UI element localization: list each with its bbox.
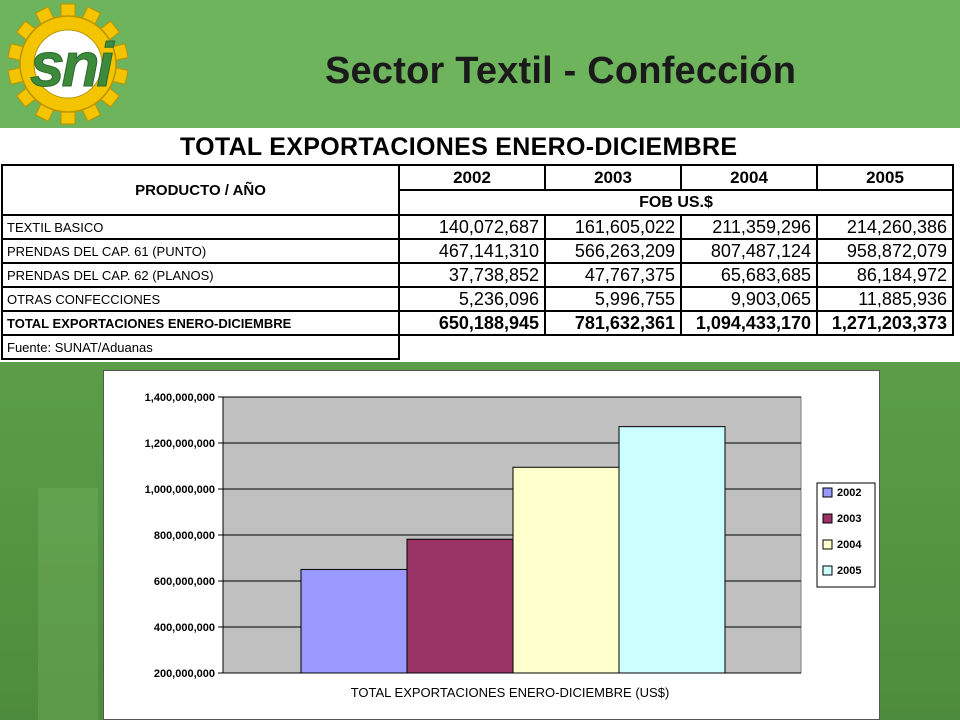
header-unit: FOB US.$	[398, 189, 954, 216]
row-value: 86,184,972	[816, 262, 954, 288]
bar-2005	[618, 426, 726, 674]
sni-logo: sni	[7, 3, 129, 125]
table-unit-row: FOB US.$	[2, 189, 954, 216]
row-value: 9,903,065	[680, 286, 818, 312]
table-row: PRENDAS DEL CAP. 61 (PUNTO) 467,141,310 …	[1, 238, 954, 264]
header-year: 2002	[398, 164, 546, 191]
header-year: 2003	[544, 164, 682, 191]
y-tick-label: 200,000,000	[154, 668, 215, 680]
row-value: 47,767,375	[544, 262, 682, 288]
total-value: 1,094,433,170	[680, 310, 818, 336]
total-value: 781,632,361	[544, 310, 682, 336]
total-value: 1,271,203,373	[816, 310, 954, 336]
row-value: 37,738,852	[398, 262, 546, 288]
table-source-row: Fuente: SUNAT/Aduanas	[1, 334, 954, 360]
table-row: TEXTIL BASICO 140,072,687 161,605,022 21…	[1, 214, 954, 240]
exports-table: PRODUCTO / AÑO 2002 2003 2004 2005 FOB U…	[1, 164, 954, 360]
row-label: PRENDAS DEL CAP. 62 (PLANOS)	[1, 262, 400, 288]
bar-2002	[300, 568, 408, 674]
logo-text: sni	[30, 31, 115, 100]
row-value: 5,996,755	[544, 286, 682, 312]
gear-icon	[7, 3, 129, 125]
total-label: TOTAL EXPORTACIONES ENERO-DICIEMBRE	[1, 310, 400, 336]
slide-title: Sector Textil - Confección	[325, 50, 797, 92]
row-label: PRENDAS DEL CAP. 61 (PUNTO)	[1, 238, 400, 264]
source-empty-cell	[398, 334, 954, 360]
table-total-row: TOTAL EXPORTACIONES ENERO-DICIEMBRE 650,…	[1, 310, 954, 336]
decorative-strip	[38, 488, 98, 720]
legend-swatch-2004	[822, 539, 833, 550]
legend-label-2005: 2005	[837, 565, 861, 577]
row-value: 958,872,079	[816, 238, 954, 264]
legend-label-2002: 2002	[837, 487, 861, 499]
row-value: 11,885,936	[816, 286, 954, 312]
table-title: TOTAL EXPORTACIONES ENERO-DICIEMBRE	[180, 133, 738, 161]
bar-chart: 200,000,000 400,000,000 600,000,000 800,000…	[145, 392, 876, 700]
header-year: 2005	[816, 164, 954, 191]
bar-2003	[406, 538, 514, 674]
chart-panel: 200,000,000 400,000,000 600,000,000 800,000…	[103, 370, 880, 720]
bar-2004	[512, 466, 620, 674]
row-value: 214,260,386	[816, 214, 954, 240]
x-axis-label: TOTAL EXPORTACIONES ENERO-DICIEMBRE (US$…	[351, 685, 670, 700]
header-product: PRODUCTO / AÑO	[1, 164, 400, 216]
legend-swatch-2005	[822, 565, 833, 576]
source-note: Fuente: SUNAT/Aduanas	[1, 334, 400, 360]
row-value: 65,683,685	[680, 262, 818, 288]
row-value: 566,263,209	[544, 238, 682, 264]
header-year: 2004	[680, 164, 818, 191]
row-value: 211,359,296	[680, 214, 818, 240]
row-label: OTRAS CONFECCIONES	[1, 286, 400, 312]
y-tick-label: 1,200,000,000	[145, 438, 215, 450]
legend-swatch-2002	[822, 487, 833, 498]
total-value: 650,188,945	[398, 310, 546, 336]
row-value: 5,236,096	[398, 286, 546, 312]
row-value: 161,605,022	[544, 214, 682, 240]
row-value: 140,072,687	[398, 214, 546, 240]
slide-header: sni Sector Textil - Confección	[0, 0, 960, 128]
y-tick-label: 1,000,000,000	[145, 484, 215, 496]
row-label: TEXTIL BASICO	[1, 214, 400, 240]
table-header-row: PRODUCTO / AÑO 2002 2003 2004 2005	[1, 164, 954, 216]
legend-swatch-2003	[822, 513, 833, 524]
y-tick-label: 600,000,000	[154, 576, 215, 588]
table-row: OTRAS CONFECCIONES 5,236,096 5,996,755 9…	[1, 286, 954, 312]
y-tick-label: 800,000,000	[154, 530, 215, 542]
table-row: PRENDAS DEL CAP. 62 (PLANOS) 37,738,852 …	[1, 262, 954, 288]
legend-label-2003: 2003	[837, 513, 861, 525]
y-tick-label: 400,000,000	[154, 622, 215, 634]
row-value: 467,141,310	[398, 238, 546, 264]
legend-label-2004: 2004	[837, 539, 862, 551]
row-value: 807,487,124	[680, 238, 818, 264]
y-tick-label: 1,400,000,000	[145, 392, 215, 404]
